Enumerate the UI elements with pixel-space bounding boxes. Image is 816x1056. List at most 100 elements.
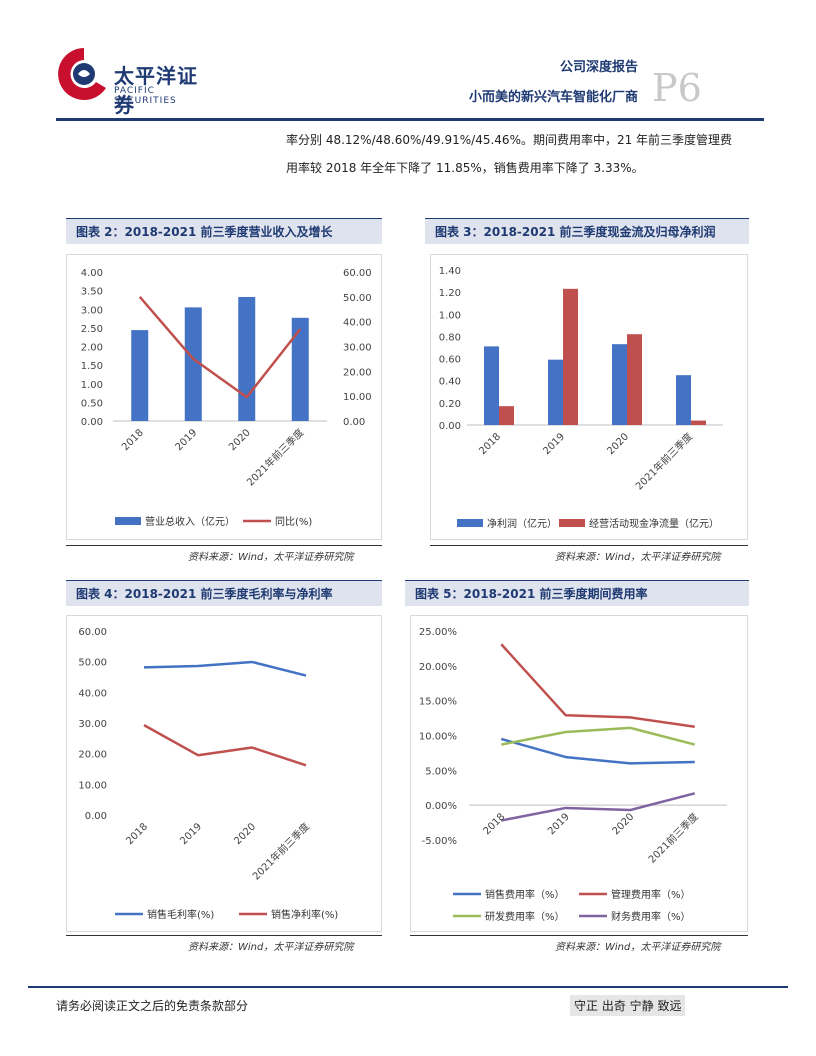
company-logo: 太平洋证券 PACIFIC SECURITIES — [56, 44, 216, 117]
chart2-right-tick-label: 0.00 — [343, 417, 365, 428]
chart2-growth-line — [138, 296, 302, 399]
chart5-source-rule — [410, 935, 748, 936]
header-divider — [56, 118, 764, 121]
chart3-bar-profit — [676, 375, 691, 425]
chart5-legend-sales-label: 销售费用率（%） — [485, 888, 565, 901]
chart2-category-label: 2019 — [174, 427, 200, 453]
chart2-bar — [131, 330, 149, 421]
chart5-legend-admin-label: 管理费用率（%） — [611, 888, 691, 901]
chart5-y-tick-label: 0.00% — [425, 801, 457, 812]
chart4-net-margin-line — [143, 724, 307, 767]
chart2-frame: 4.00 3.50 3.00 2.50 2.00 1.50 1.00 0.50 0.00 60.0… — [66, 254, 382, 540]
chart3-bar-cashflow — [691, 420, 706, 425]
logo-en-text: PACIFIC SECURITIES — [114, 86, 177, 106]
chart2-revenue-growth: 4.00 3.50 3.00 2.50 2.00 1.50 1.00 0.50 0.00 60.0… — [81, 268, 372, 528]
chart4-source: 资料来源：Wind，太平洋证券研究院 — [188, 942, 354, 953]
chart2-left-tick-label: 1.00 — [81, 380, 103, 391]
chart2-left-tick-label: 1.50 — [81, 361, 103, 372]
chart4-y-tick-label: 60.00 — [78, 627, 107, 638]
chart3-legend-cashflow-swatch — [559, 519, 585, 527]
chart2-title: 图表 2：2018-2021 前三季度营业收入及增长 — [66, 218, 382, 244]
chart4-category-label: 2019 — [178, 821, 204, 847]
chart2-category-label: 2021年前三季度 — [244, 426, 307, 489]
chart2-source: 资料来源：Wind，太平洋证券研究院 — [188, 552, 354, 563]
chart4-title: 图表 4：2018-2021 前三季度毛利率与净利率 — [66, 580, 382, 606]
chart3-y-tick-label: 1.00 — [439, 310, 461, 321]
chart2-right-tick-label: 20.00 — [343, 367, 372, 378]
chart2-right-tick-label: 60.00 — [343, 268, 372, 279]
chart3-bar-cashflow — [627, 334, 642, 425]
chart2-bar — [184, 307, 202, 421]
chart3-bar-profit — [484, 346, 499, 425]
chart5-rd-line — [501, 726, 696, 746]
chart4-margins: 60.00 50.00 40.00 30.00 20.00 10.00 0.00 2018 20… — [78, 627, 338, 921]
chart3-legend-cashflow-label: 经营活动现金净流量（亿元） — [589, 517, 719, 530]
chart5-sales-line — [500, 737, 695, 765]
chart2-source-rule — [66, 545, 382, 546]
chart3-category-label: 2020 — [605, 431, 631, 457]
chart5-category-label: 2021前三季度 — [645, 810, 700, 865]
chart4-legend-gross-label: 销售毛利率(%) — [147, 908, 214, 921]
chart2-left-tick-label: 2.50 — [81, 324, 103, 335]
chart5-y-tick-label: -5.00% — [422, 836, 457, 847]
chart5-expense-ratios: 25.00% 20.00% 15.00% 10.00% 5.00% 0.00% -5.00%… — [419, 627, 727, 923]
chart2-left-tick-label: 2.00 — [81, 343, 103, 354]
chart2-bar — [291, 317, 309, 421]
chart2-left-tick-label: 3.00 — [81, 305, 103, 316]
chart2-category-label: 2020 — [227, 427, 253, 453]
chart4-y-tick-label: 20.00 — [78, 750, 107, 761]
chart3-source: 资料来源：Wind，太平洋证券研究院 — [555, 552, 721, 563]
chart5-frame: 25.00% 20.00% 15.00% 10.00% 5.00% 0.00% -5.00%… — [410, 615, 748, 932]
chart3-legend-profit-swatch — [457, 519, 483, 527]
chart3-category-label: 2021年前三季度 — [633, 430, 696, 493]
chart4-category-label: 2021年前三季度 — [250, 820, 313, 883]
chart2-left-tick-label: 0.00 — [81, 417, 103, 428]
chart5-legend-rd-label: 研发费用率（%） — [485, 910, 565, 923]
chart5-y-tick-label: 5.00% — [425, 766, 457, 777]
chart3-y-tick-label: 1.20 — [439, 288, 461, 299]
chart4-y-tick-label: 0.00 — [85, 811, 107, 822]
chart3-y-tick-label: 0.80 — [439, 332, 461, 343]
chart2-right-tick-label: 10.00 — [343, 392, 372, 403]
chart2-bar — [238, 296, 256, 421]
chart5-category-label: 2018 — [482, 812, 508, 838]
chart2-left-tick-label: 4.00 — [81, 268, 103, 279]
chart5-source: 资料来源：Wind，太平洋证券研究院 — [555, 942, 721, 953]
chart4-category-label: 2018 — [124, 821, 150, 847]
chart2-right-tick-label: 50.00 — [343, 293, 372, 304]
chart3-y-tick-label: 0.00 — [439, 421, 461, 432]
chart5-category-label: 2020 — [611, 812, 637, 838]
chart3-source-rule — [430, 545, 748, 546]
chart4-gross-margin-line — [143, 660, 307, 677]
chart5-title: 图表 5：2018-2021 前三季度期间费用率 — [405, 580, 749, 606]
chart3-bar-profit — [612, 344, 627, 425]
chart4-y-tick-label: 40.00 — [78, 688, 107, 699]
chart2-right-tick-label: 30.00 — [343, 343, 372, 354]
chart2-left-tick-label: 0.50 — [81, 398, 103, 409]
chart5-y-tick-label: 10.00% — [419, 732, 457, 743]
footer-motto: 守正 出奇 宁静 致远 — [570, 995, 686, 1016]
footer-divider — [28, 986, 788, 988]
chart3-y-tick-label: 0.40 — [439, 377, 461, 388]
chart5-y-tick-label: 15.00% — [419, 697, 457, 708]
chart3-cashflow-profit: 1.40 1.20 1.00 0.80 0.60 0.40 0.20 0.00 2018 2019… — [439, 266, 723, 530]
report-type: 公司深度报告 — [559, 60, 638, 75]
page-number: P6 — [652, 66, 702, 110]
chart3-y-tick-label: 1.40 — [439, 266, 461, 277]
chart5-y-tick-label: 25.00% — [419, 627, 457, 638]
chart4-y-tick-label: 30.00 — [78, 719, 107, 730]
chart4-y-tick-label: 50.00 — [78, 658, 107, 669]
chart3-legend-profit-label: 净利润（亿元） — [487, 517, 557, 530]
chart2-left-tick-label: 3.50 — [81, 287, 103, 298]
chart3-y-tick-label: 0.20 — [439, 399, 461, 410]
chart5-legend-finance-label: 财务费用率（%） — [611, 910, 691, 923]
chart3-bar-profit — [548, 359, 563, 425]
chart5-category-label: 2019 — [546, 812, 572, 838]
chart3-bar-cashflow — [499, 406, 514, 425]
chart2-legend-growth-label: 同比(%) — [275, 516, 312, 528]
chart3-title: 图表 3：2018-2021 前三季度现金流及归母净利润 — [425, 218, 749, 244]
chart3-category-label: 2019 — [541, 431, 567, 457]
body-text-line-1: 率分别 48.12%/48.60%/49.91%/45.46%。期间费用率中，2… — [286, 133, 733, 147]
chart5-finance-line — [501, 792, 696, 822]
chart5-admin-line — [500, 643, 695, 729]
